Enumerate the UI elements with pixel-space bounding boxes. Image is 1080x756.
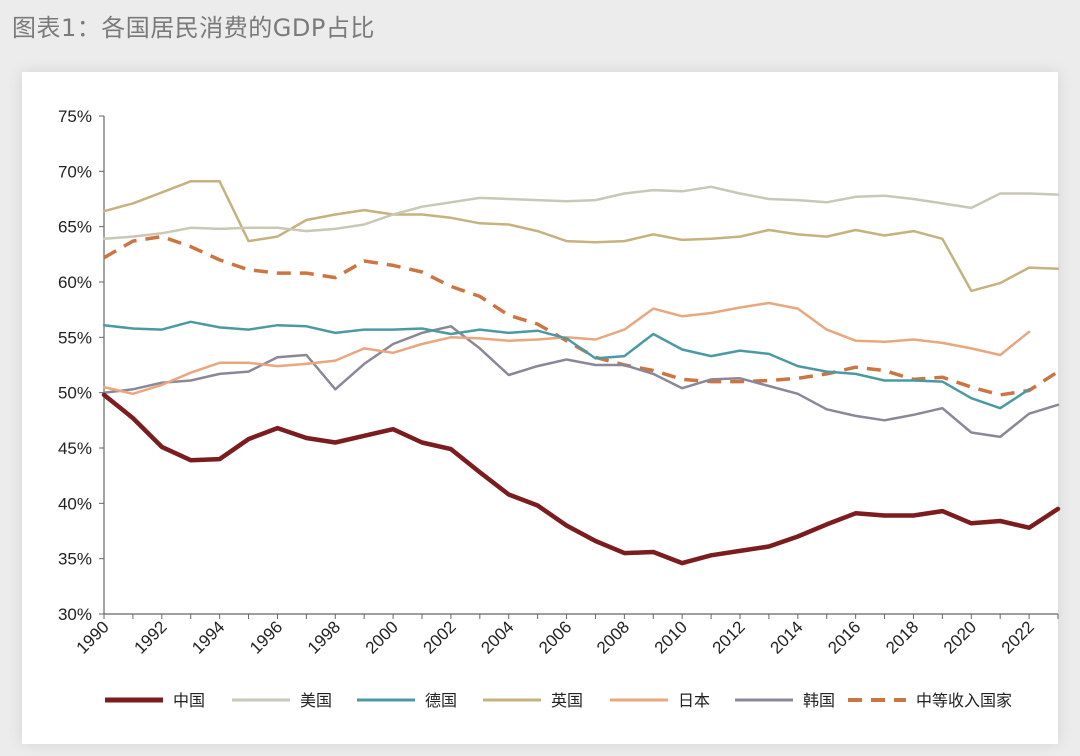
chart-card [22, 72, 1058, 744]
x-tick-label: 2010 [651, 617, 691, 657]
x-tick-label: 2022 [998, 617, 1038, 657]
x-tick-label: 1998 [304, 617, 344, 657]
x-tick-label: 2002 [420, 617, 460, 657]
x-tick-label: 2008 [593, 617, 633, 657]
series-line-0 [101, 392, 1061, 566]
chart-axes: 30%35%40%45%50%55%60%65%70%75%1990 1992 19… [58, 107, 1059, 658]
x-tick-label: 2020 [940, 617, 980, 657]
x-tick-label: 1996 [246, 617, 286, 657]
y-tick-label: 55% [58, 328, 92, 347]
chart-series [101, 180, 1061, 566]
legend-label-2: 德国 [425, 691, 457, 710]
legend-label-6: 中等收入国家 [916, 691, 1012, 710]
legend-label-1: 美国 [300, 691, 332, 710]
legend-label-3: 英国 [551, 691, 583, 710]
x-tick-label: 1994 [188, 617, 228, 657]
x-tick-label: 2014 [766, 617, 806, 657]
series-line-1 [102, 185, 1060, 241]
series-line-3 [102, 180, 1060, 293]
y-tick-label: 75% [58, 107, 92, 126]
y-tick-label: 30% [58, 605, 92, 624]
series-line-2 [102, 320, 1031, 410]
y-tick-label: 45% [58, 439, 92, 458]
legend-label-0: 中国 [173, 691, 205, 710]
y-tick-label: 60% [58, 273, 92, 292]
x-tick-label: 2000 [362, 617, 402, 657]
x-tick-label: 2012 [709, 617, 749, 657]
y-tick-label: 65% [58, 218, 92, 237]
y-tick-label: 70% [58, 162, 92, 181]
y-tick-label: 40% [58, 494, 92, 513]
y-tick-label: 35% [58, 550, 92, 569]
y-tick-label: 50% [58, 384, 92, 403]
legend-label-5: 韩国 [803, 691, 835, 710]
chart-title: 图表1：各国居民消费的GDP占比 [12, 14, 375, 42]
x-tick-label: 2016 [824, 617, 864, 657]
chart-legend: 中国 美国 德国 英国 日本 韩国 中等收入国家 [105, 691, 1012, 710]
x-tick-label: 2006 [535, 617, 575, 657]
x-tick-label: 2004 [477, 617, 517, 657]
x-tick-label: 1992 [130, 617, 170, 657]
legend-label-4: 日本 [678, 691, 710, 710]
x-tick-label: 2018 [882, 617, 922, 657]
